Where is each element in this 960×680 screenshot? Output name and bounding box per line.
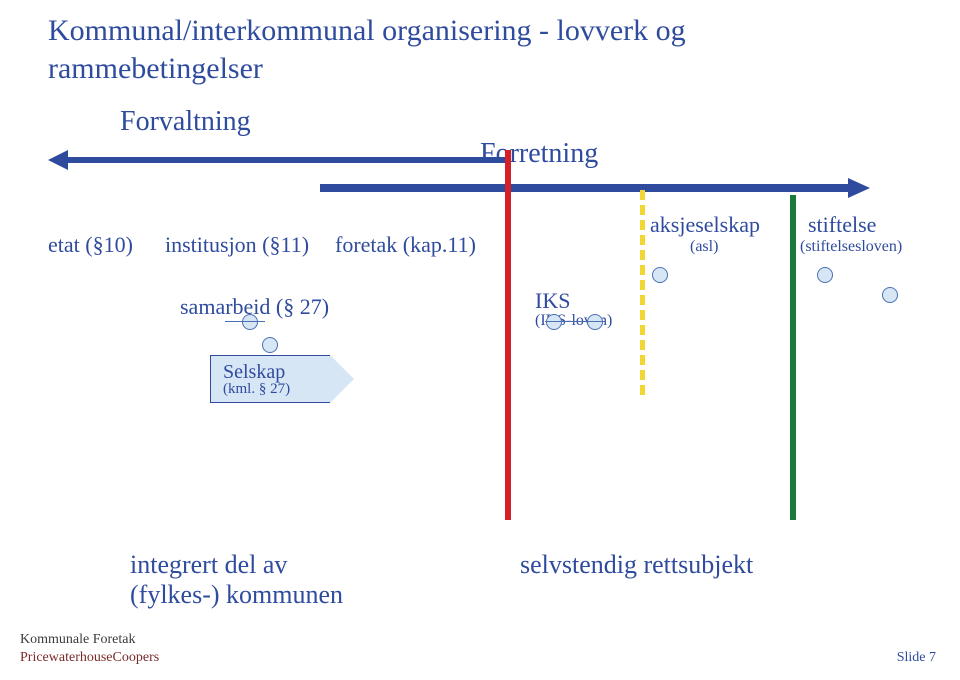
node-bubble [262,337,278,353]
slide-title: Kommunal/interkommunal organisering - lo… [48,12,908,87]
divider-red [505,150,511,520]
label-aksjeselskap: aksjeselskap [650,212,760,238]
label-etat: etat (§10) [48,232,133,258]
node-bubble [242,314,258,330]
node-bubble [652,267,668,283]
footer-line-2: PricewaterhouseCoopers [20,649,159,667]
footer-left: Kommunale Foretak PricewaterhouseCoopers [20,631,159,666]
selskap-box: Selskap (kml. § 27) [210,355,330,403]
arrow-forretning [320,178,870,198]
label-forvaltning: Forvaltning [120,106,251,138]
label-stiftelsesloven: (stiftelsesloven) [800,238,902,256]
node-bubble [882,287,898,303]
connector-line [225,321,265,322]
label-asl: (asl) [690,238,718,256]
node-bubble [546,314,562,330]
label-selvstendig: selvstendig rettsubjekt [520,550,753,580]
label-integrert: integrert del av (fylkes-) kommunen [130,550,343,610]
arrow-shaft [320,184,848,192]
label-foretak: foretak (kap.11) [335,232,476,258]
label-stiftelse: stiftelse [808,212,876,238]
label-iks: IKS [535,288,570,314]
selskap-arrow-point-icon [330,355,354,403]
arrow-forvaltning [48,150,505,170]
slide: Kommunal/interkommunal organisering - lo… [0,0,960,680]
connector-line [545,321,605,322]
footer-line-1: Kommunale Foretak [20,631,159,649]
divider-yellow-dashed [640,190,645,395]
label-institusjon: institusjon (§11) [165,232,309,258]
node-bubble [817,267,833,283]
selskap-sub: (kml. § 27) [223,382,330,397]
divider-green [790,195,796,520]
selskap-title: Selskap [223,362,330,382]
arrow-head-right-icon [848,178,870,198]
node-bubble [587,314,603,330]
arrow-shaft [68,157,505,163]
arrow-head-left-icon [48,150,68,170]
footer-slide-number: Slide 7 [897,650,936,666]
